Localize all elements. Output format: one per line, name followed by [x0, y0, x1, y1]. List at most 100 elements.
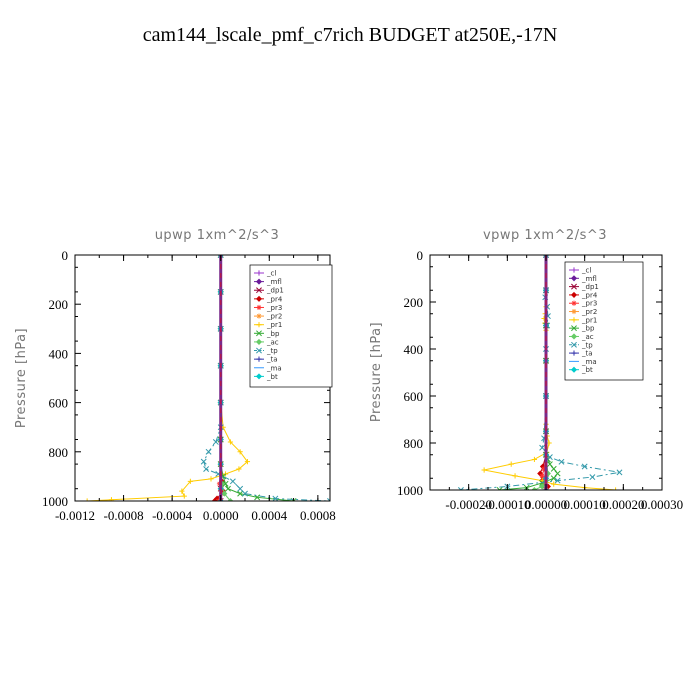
legend-label: _bt: [266, 373, 278, 381]
legend-marker: [255, 295, 263, 302]
y-tick-label: 200: [404, 295, 424, 310]
legend-box: [564, 261, 644, 381]
legend-label: _ta: [266, 356, 278, 364]
legend-marker: [571, 300, 577, 306]
legend-label: _cl: [581, 267, 591, 275]
y-tick-label: 1000: [397, 483, 423, 498]
y-axis-label: Pressure [hPa]: [14, 328, 29, 428]
series-line-tp: [460, 255, 620, 490]
y-tick-label: 800: [404, 436, 424, 451]
data-point: [227, 497, 234, 501]
legend-label: _ta: [581, 350, 593, 358]
data-point: [327, 498, 330, 501]
y-tick-label: 400: [49, 346, 69, 361]
data-point: [546, 461, 553, 468]
legend-marker: [570, 291, 578, 298]
data-point: [512, 473, 518, 479]
x-tick-label: -0.0008: [104, 508, 144, 523]
legend-marker: [256, 287, 262, 294]
legend: _cl_mfl_dp1_pr4_pr3_pr2_pr1_bp_ac_tp_ta_…: [249, 264, 333, 388]
panel-vpwp: vpwp 1xm^2/s^3 Pressure [hPa] 0 200 400 600…: [369, 228, 683, 512]
y-tick-label: 1000: [42, 494, 68, 509]
legend-marker: [256, 347, 262, 354]
legend-label: _mfl: [581, 275, 597, 283]
data-point: [221, 490, 228, 497]
legend-marker: [256, 322, 262, 328]
legend-marker: [571, 325, 577, 332]
data-point: [229, 478, 236, 485]
legend-marker: [256, 270, 262, 276]
data-point: [550, 465, 557, 472]
data-point: [558, 458, 565, 465]
data-point: [581, 463, 588, 470]
data-point: [242, 490, 248, 497]
x-tick-label: 0.00000: [525, 497, 567, 512]
legend-label: _cl: [266, 270, 276, 278]
legend-label: _pr3: [266, 304, 282, 312]
data-point: [272, 495, 279, 501]
legend-label: _pr3: [581, 300, 597, 308]
figure-title: cam144_lscale_pmf_c7rich BUDGET at250E,-…: [143, 24, 558, 46]
legend-label: _ma: [266, 364, 282, 372]
legend-label: _mfl: [266, 278, 282, 286]
legend-marker: [255, 338, 263, 345]
legend-marker: [255, 373, 263, 380]
data-point: [543, 255, 549, 258]
legend-marker: [571, 317, 577, 323]
legend-label: _tp: [266, 347, 278, 355]
y-tick-label: 600: [404, 389, 424, 404]
legend-label: _ac: [266, 338, 279, 346]
x-tick-label: -0.00010: [484, 497, 531, 512]
y-tick-label: 200: [49, 297, 69, 312]
data-point: [236, 466, 242, 472]
data-point: [237, 485, 244, 492]
legend-label: _bt: [581, 366, 593, 374]
legend-marker: [256, 304, 262, 311]
data-point: [554, 470, 561, 477]
x-tick-label: 0.00020: [602, 497, 644, 512]
data-point: [181, 493, 187, 499]
legend-marker: [571, 350, 577, 356]
legend-label: _pr4: [266, 295, 283, 303]
x-tick-label: 0.0008: [300, 508, 336, 523]
legend-marker: [571, 308, 577, 315]
legend-box: [249, 264, 333, 388]
data-point: [531, 486, 538, 490]
data-point: [551, 481, 557, 487]
legend-label: _pr4: [581, 291, 598, 299]
panel-upwp: upwp 1xm^2/s^3 Pressure [hPa] 0 200 400 600…: [14, 228, 336, 523]
data-point: [179, 488, 185, 494]
data-point: [539, 473, 545, 479]
legend-label: _pr1: [581, 316, 597, 324]
data-point: [554, 477, 561, 484]
legend-label: _dp1: [266, 287, 284, 295]
data-point: [508, 461, 514, 467]
panel-title: upwp 1xm^2/s^3: [155, 228, 280, 243]
data-point: [541, 466, 547, 472]
data-point: [84, 498, 90, 501]
legend-label: _pr2: [266, 313, 282, 321]
y-tick-label: 800: [49, 445, 69, 460]
x-tick-label: -0.0004: [152, 508, 193, 523]
legend-label: _ma: [581, 358, 597, 366]
y-tick-label: 600: [49, 396, 69, 411]
x-tick-label: 0.00030: [641, 497, 683, 512]
data-point: [217, 255, 224, 258]
data-point: [227, 439, 234, 445]
data-point: [244, 459, 251, 465]
data-point: [550, 475, 557, 482]
data-point: [481, 467, 487, 473]
data-point: [205, 448, 212, 455]
data-point: [237, 490, 244, 497]
legend-marker: [256, 356, 262, 362]
data-point: [237, 449, 243, 455]
legend: _cl_mfl_dp1_pr4_pr3_pr2_pr1_bp_ac_tp_ta_…: [564, 261, 644, 381]
legend-label: _ac: [581, 333, 594, 341]
x-tick-label: -0.0012: [55, 508, 95, 523]
legend-marker: [571, 341, 577, 348]
panel-title: vpwp 1xm^2/s^3: [483, 228, 607, 243]
data-point: [531, 456, 537, 463]
data-point: [539, 444, 546, 451]
x-tick-label: 0.0000: [203, 508, 239, 523]
